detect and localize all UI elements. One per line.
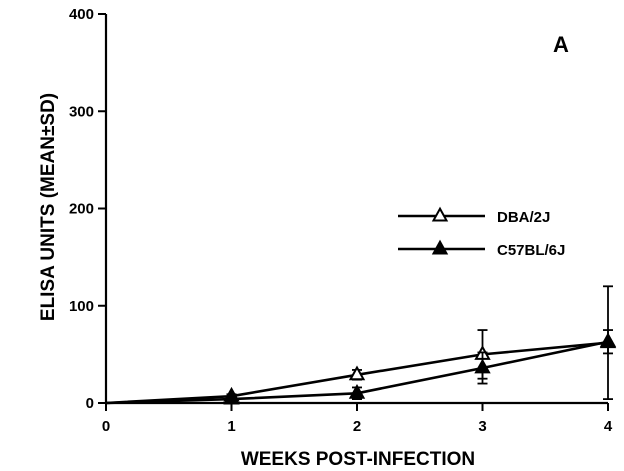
x-axis-ticks: 0 1 2 3 4	[102, 403, 613, 435]
x-tick-label: 1	[227, 418, 235, 435]
y-axis-ticks: 0 100 200 300 400	[69, 6, 106, 412]
y-tick-label: 400	[69, 6, 94, 23]
data-point-filled-triangle	[223, 389, 240, 405]
data-point-filled-triangle	[348, 383, 366, 399]
data-point-open-triangle	[348, 365, 366, 381]
series-dba-2j	[105, 285, 617, 405]
panel-label: A	[553, 32, 569, 57]
y-tick-label: 0	[86, 395, 94, 412]
x-tick-label: 3	[478, 418, 486, 435]
legend-filled-triangle	[431, 239, 449, 255]
y-tick-label: 300	[69, 103, 94, 120]
data-point-filled-triangle	[599, 332, 617, 348]
x-tick-label: 2	[353, 418, 361, 435]
series-c57bl-6j	[105, 329, 617, 405]
legend: DBA/2J C57BL/6J	[398, 206, 565, 259]
x-axis-title: WEEKS POST-INFECTION	[241, 449, 475, 470]
legend-label: C57BL/6J	[497, 242, 565, 259]
x-tick-label: 0	[102, 418, 110, 435]
series-layer	[105, 285, 617, 405]
y-tick-label: 100	[69, 298, 94, 315]
x-tick-label: 4	[604, 418, 613, 435]
data-point-filled-triangle	[474, 358, 491, 374]
legend-open-triangle	[431, 206, 449, 222]
y-axis-title: ELISA UNITS (MEAN±SD)	[38, 93, 59, 321]
legend-label: DBA/2J	[497, 209, 550, 226]
y-tick-label: 200	[69, 201, 94, 218]
